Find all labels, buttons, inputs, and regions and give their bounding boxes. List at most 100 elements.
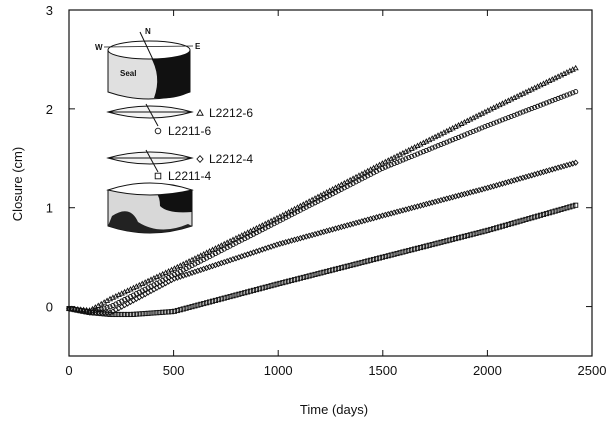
data-point: [127, 294, 134, 300]
inset-lower-drift-diagram: [106, 182, 194, 234]
data-point: [92, 310, 98, 316]
data-point: [324, 194, 330, 200]
data-point: [379, 212, 386, 219]
data-point: [350, 262, 356, 268]
data-point: [494, 225, 500, 231]
data-point: [499, 223, 506, 229]
data-point: [371, 256, 377, 263]
data-point: [286, 278, 292, 284]
data-point: [209, 262, 216, 270]
data-point: [212, 261, 219, 269]
data-point: [209, 252, 216, 258]
data-point: [406, 155, 412, 161]
data-point: [116, 311, 122, 318]
data-point: [400, 249, 406, 255]
data-point: [242, 290, 248, 296]
data-point: [403, 156, 409, 162]
data-point: [318, 197, 324, 203]
legend-label: L2212-4: [209, 152, 253, 166]
data-point: [491, 226, 497, 232]
data-point: [75, 307, 81, 313]
data-point: [283, 279, 289, 285]
data-point: [151, 310, 157, 316]
data-point: [133, 311, 139, 317]
data-point: [125, 295, 131, 301]
data-point: [283, 215, 289, 221]
data-point: [453, 136, 459, 142]
data-point: [212, 297, 218, 303]
data-point: [277, 280, 283, 286]
data-point: [435, 143, 441, 149]
data-point: [215, 297, 221, 303]
data-point: [420, 244, 426, 250]
data-point: [326, 227, 333, 234]
data-point: [485, 227, 491, 233]
data-point: [215, 260, 222, 268]
data-point: [317, 229, 324, 236]
data-point: [160, 309, 166, 315]
legend: L2212-6 L2211-6 L2212-4 L2211-4: [154, 106, 253, 183]
data-point: [446, 194, 453, 202]
data-point: [197, 266, 204, 274]
y-axis-label: Closure (cm): [10, 147, 25, 221]
x-tick-label: 1500: [368, 363, 397, 378]
data-point: [564, 205, 570, 211]
series-L2212-6: [65, 64, 579, 313]
data-point: [253, 248, 260, 255]
data-point: [201, 300, 207, 307]
data-point: [130, 311, 136, 317]
data-point: [549, 166, 556, 173]
data-point: [142, 310, 148, 317]
data-point: [89, 310, 95, 316]
legend-label: L2211-6: [168, 124, 211, 138]
data-point: [572, 64, 579, 71]
data-point: [174, 274, 181, 281]
inset-gauge-lens-upper: [106, 103, 194, 127]
legend-label: L2211-4: [168, 169, 211, 183]
data-point: [279, 239, 286, 247]
data-point: [344, 183, 350, 189]
data-point: [350, 180, 356, 186]
data-point: [335, 224, 342, 231]
plot-border: [68, 9, 593, 357]
data-point: [318, 270, 324, 276]
data-point: [119, 298, 125, 304]
data-point: [218, 296, 224, 302]
data-point: [537, 212, 544, 218]
data-point: [323, 227, 330, 235]
data-point: [558, 206, 564, 212]
data-point: [491, 120, 497, 126]
data-point: [514, 176, 521, 183]
data-point: [525, 172, 532, 180]
data-point: [189, 269, 195, 276]
data-point: [391, 161, 397, 167]
data-point: [481, 185, 488, 192]
data-point: [529, 106, 535, 112]
data-point: [423, 243, 429, 249]
data-point: [570, 203, 576, 209]
data-point: [414, 203, 421, 210]
data-point: [543, 100, 549, 106]
data-point: [408, 204, 415, 212]
inset-west-label: W: [95, 43, 103, 52]
data-point: [438, 141, 444, 148]
data-point: [420, 201, 427, 209]
data-point: [552, 97, 558, 103]
inset-east-label: E: [195, 42, 201, 51]
data-point: [453, 236, 459, 242]
data-point: [379, 165, 385, 171]
data-point: [543, 167, 550, 175]
data-point: [253, 230, 259, 236]
data-point: [262, 284, 268, 290]
data-point: [399, 207, 406, 214]
data-point: [86, 309, 93, 315]
data-point: [455, 192, 462, 199]
data-point: [192, 261, 198, 267]
data-point: [447, 237, 453, 243]
data-point: [373, 214, 380, 221]
data-point: [353, 261, 359, 267]
data-point: [224, 257, 231, 265]
data-point: [555, 207, 561, 213]
data-point: [183, 305, 189, 311]
